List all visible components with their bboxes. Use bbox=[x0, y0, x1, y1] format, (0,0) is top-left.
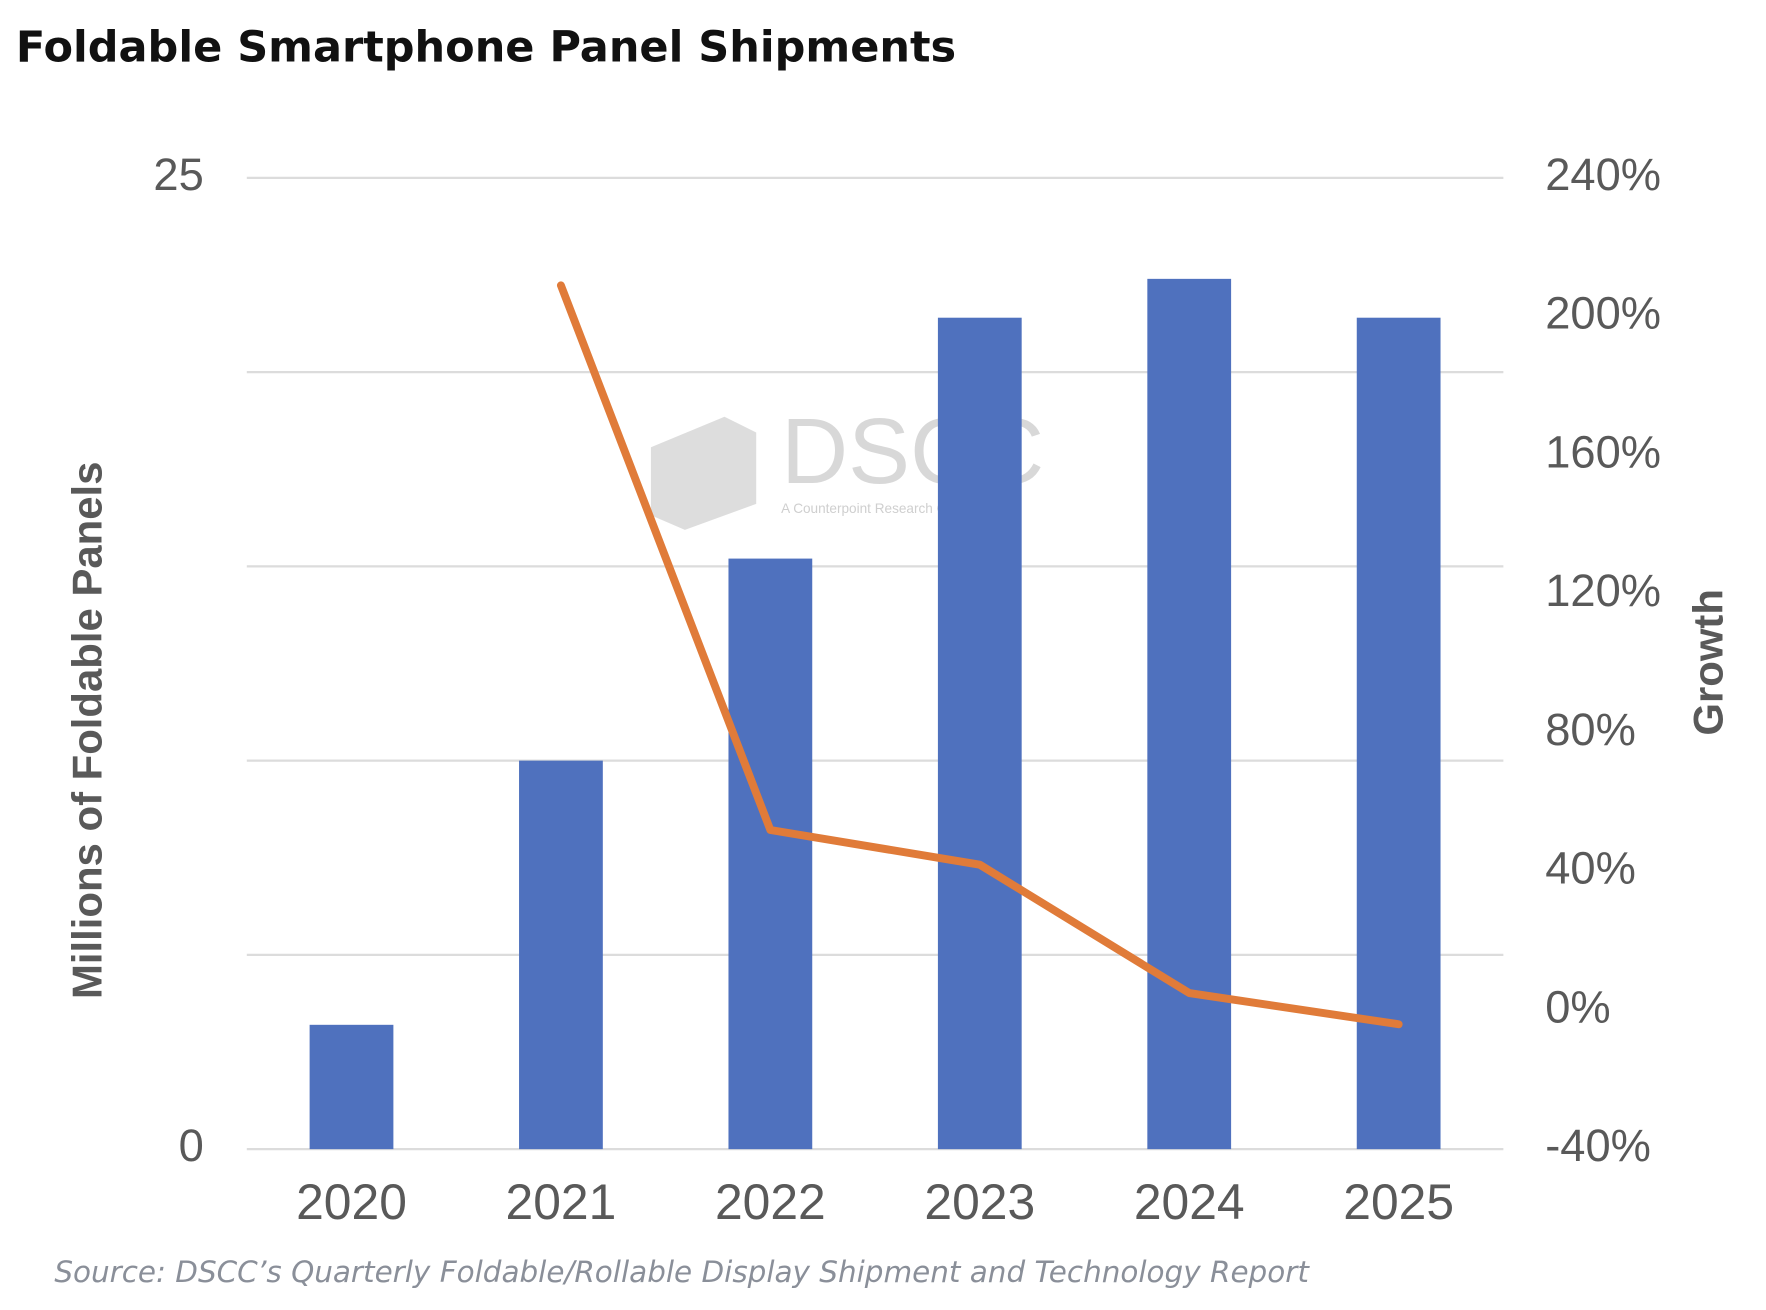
x-tick-label: 2022 bbox=[715, 1174, 826, 1230]
x-tick-label: 2020 bbox=[296, 1174, 407, 1230]
bar bbox=[728, 558, 813, 1150]
chart-title: Foldable Smartphone Panel Shipments bbox=[16, 22, 956, 72]
bar bbox=[519, 760, 603, 1150]
bar bbox=[1356, 317, 1441, 1150]
watermark-icon bbox=[650, 416, 757, 530]
y2-tick-label: 40% bbox=[1545, 843, 1636, 894]
y2-tick-label: 80% bbox=[1545, 704, 1636, 755]
y2-tick-label: 240% bbox=[1545, 149, 1661, 200]
x-tick-label: 2024 bbox=[1134, 1174, 1245, 1230]
y2-axis-title: Growth bbox=[1685, 589, 1732, 736]
y2-tick-label: 160% bbox=[1545, 426, 1661, 477]
bar bbox=[309, 1024, 394, 1150]
y2-tick-label: 200% bbox=[1545, 288, 1661, 339]
y-tick-label: 25 bbox=[153, 149, 203, 200]
y2-tick-label: 0% bbox=[1545, 981, 1610, 1032]
y-axis-title: Millions of Foldable Panels bbox=[64, 462, 111, 999]
y-tick-label: 0 bbox=[179, 1120, 204, 1171]
x-tick-label: 2025 bbox=[1343, 1174, 1454, 1230]
x-tick-label: 2023 bbox=[924, 1174, 1035, 1230]
bar bbox=[1147, 278, 1232, 1150]
y2-tick-label: -40% bbox=[1545, 1120, 1651, 1171]
x-tick-label: 2021 bbox=[506, 1174, 617, 1230]
source-note: Source: DSCC’s Quarterly Foldable/Rollab… bbox=[54, 1255, 1310, 1289]
y2-tick-label: 120% bbox=[1545, 565, 1661, 616]
growth-line bbox=[556, 281, 1403, 1029]
bar bbox=[937, 317, 1022, 1150]
